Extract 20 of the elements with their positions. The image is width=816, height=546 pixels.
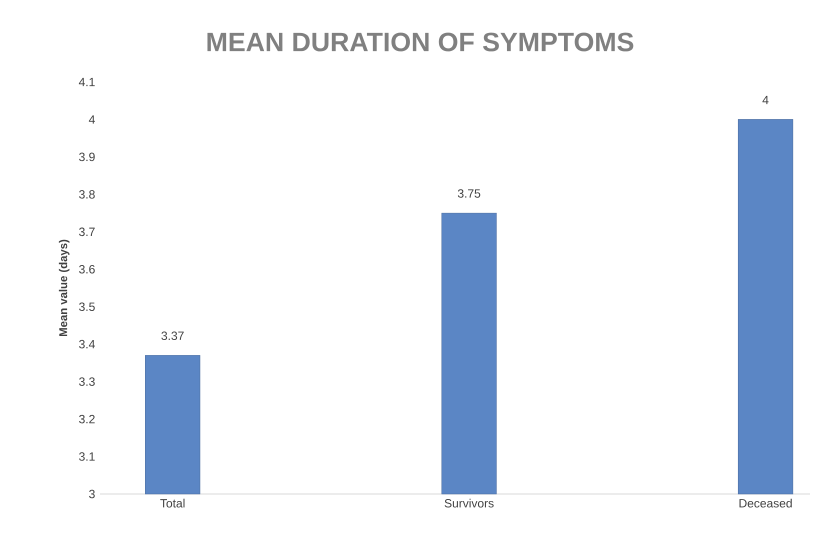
x-tick-label: Total [160, 498, 185, 508]
y-tick-label: 3.5 [79, 302, 95, 311]
y-tick-label: 4.1 [78, 78, 95, 86]
y-tick-label: 3.2 [79, 414, 95, 424]
y-tick-label: 3.8 [79, 190, 95, 199]
data-label: 3.75 [458, 189, 480, 198]
data-label: 4 [762, 96, 769, 104]
y-tick-label: 3.9 [79, 152, 95, 162]
y-tick-label: 3.6 [79, 265, 95, 274]
y-tick-label: 3.3 [79, 377, 95, 386]
x-tick-label: Deceased [740, 498, 792, 508]
data-label: 3.37 [161, 332, 184, 340]
y-tick-label: 3.7 [79, 228, 95, 236]
x-tick-label: Survivors [444, 498, 494, 508]
y-tick-label: 4 [88, 115, 95, 124]
y-axis-title: Mean value (days) [58, 240, 70, 336]
y-tick-label: 3 [89, 490, 95, 498]
y-tick-label: 3.1 [79, 452, 95, 461]
y-tick-label: 3.4 [79, 340, 95, 348]
chart-title: MEAN DURATION OF SYMPTOMS [207, 32, 634, 52]
